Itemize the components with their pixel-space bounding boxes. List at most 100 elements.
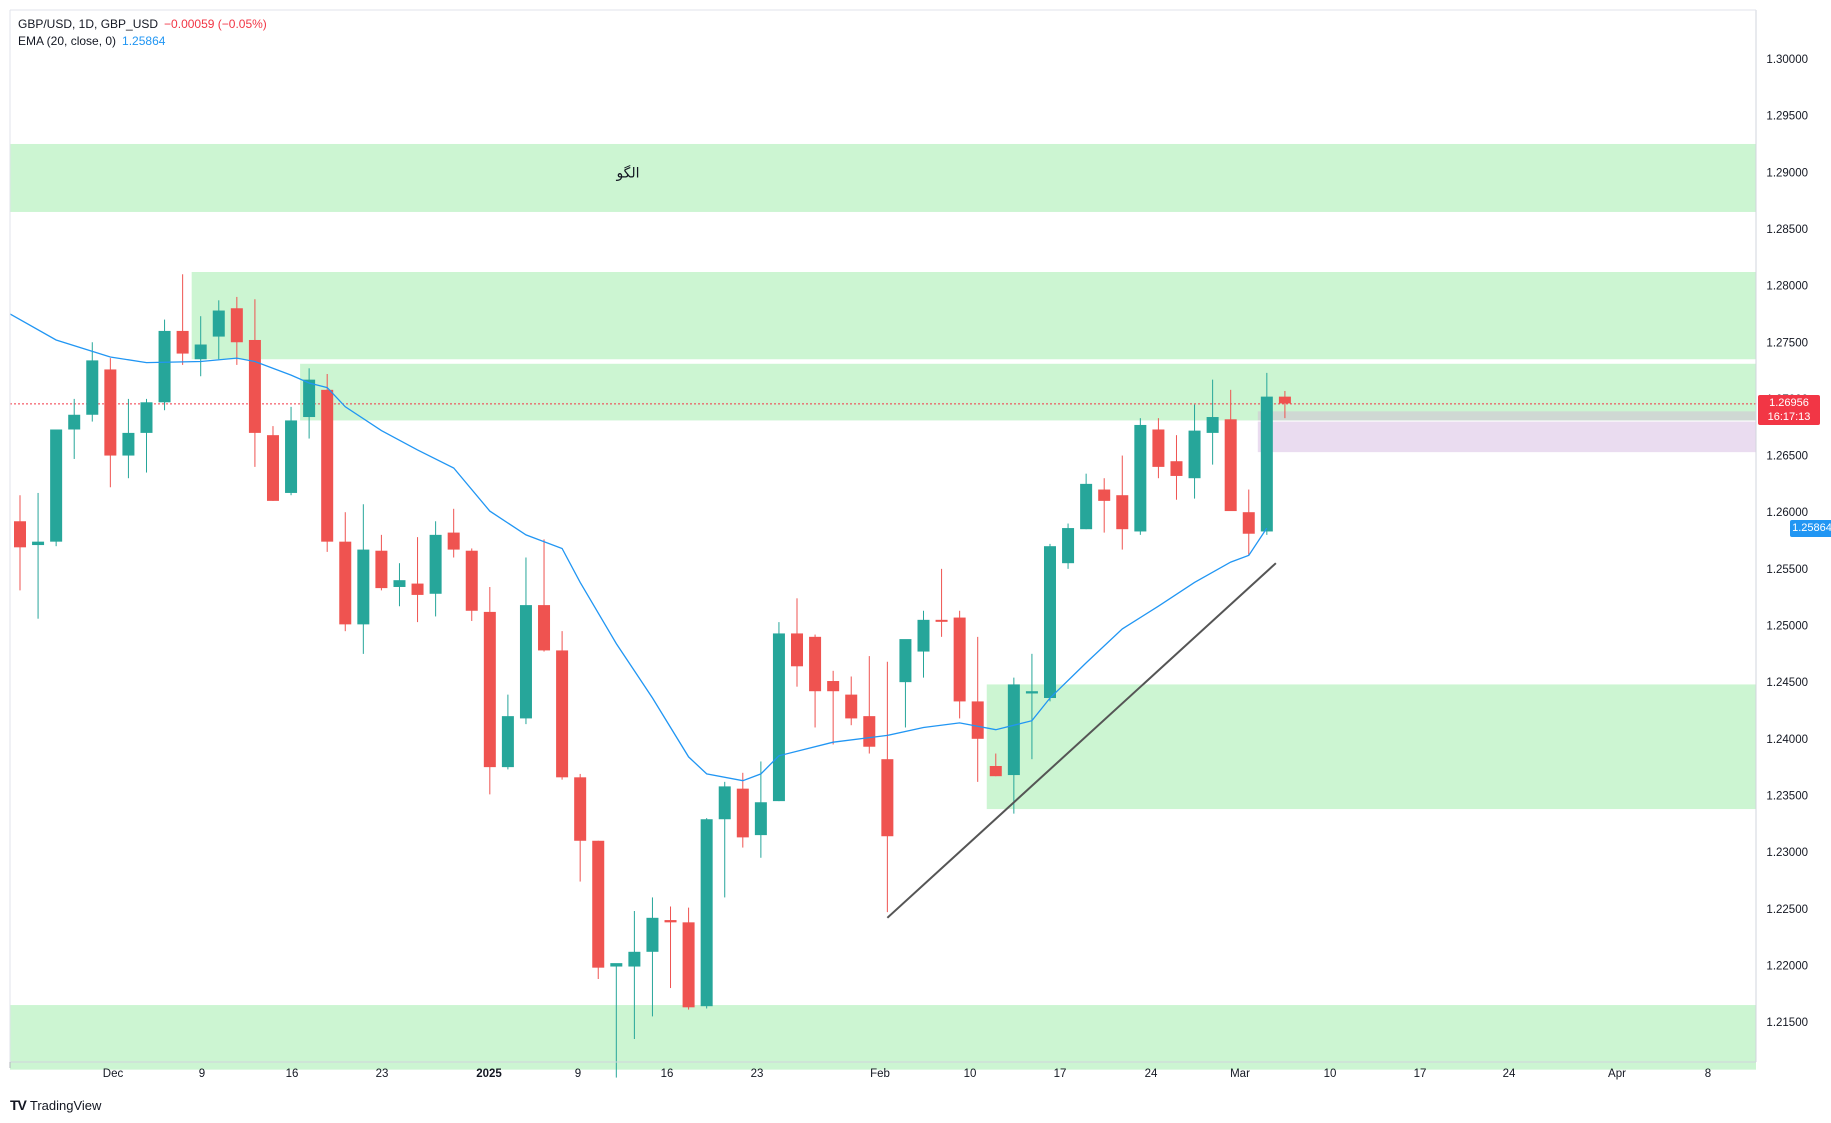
candle-down[interactable] (14, 495, 26, 591)
candle-down[interactable] (574, 773, 587, 882)
candle-up[interactable] (285, 406, 298, 496)
candle-down[interactable] (230, 296, 243, 365)
candle-down[interactable] (1152, 418, 1165, 479)
candle-up[interactable] (393, 563, 406, 607)
candle-up[interactable] (158, 319, 171, 411)
candle-down[interactable] (736, 772, 749, 848)
candle-up[interactable] (86, 342, 99, 422)
candle-up[interactable] (1007, 677, 1020, 814)
candle-down[interactable] (447, 508, 460, 558)
candle-body (664, 920, 677, 923)
candle-body (14, 521, 26, 548)
candle-up[interactable] (1206, 379, 1219, 465)
trendline[interactable] (886, 562, 1277, 919)
zone-rect[interactable] (1257, 421, 1756, 453)
zone-rect[interactable] (10, 143, 1756, 212)
candle-down[interactable] (989, 753, 1002, 777)
symbol-label[interactable]: GBP/USD, 1D, GBP_USD (18, 17, 159, 31)
candle-up[interactable] (32, 492, 45, 619)
candle-up[interactable] (212, 300, 225, 360)
time-tick-label: Feb (870, 1068, 890, 1080)
candle-down[interactable] (845, 676, 858, 726)
candle-up[interactable] (50, 429, 63, 547)
candle-up[interactable] (1080, 473, 1093, 530)
candle-up[interactable] (646, 897, 659, 1017)
candle-body (682, 922, 695, 1008)
candle-up[interactable] (1043, 543, 1056, 702)
zone-rect[interactable] (986, 684, 1756, 810)
candle-down[interactable] (827, 670, 840, 745)
candle-down[interactable] (791, 598, 804, 687)
candle-down[interactable] (1098, 478, 1111, 533)
candles-layer (14, 274, 1291, 1078)
candle-down[interactable] (556, 631, 569, 780)
candle-up[interactable] (194, 316, 207, 377)
time-tick-label: 16 (661, 1068, 674, 1080)
candle-down[interactable] (682, 907, 695, 1010)
candle-up[interactable] (501, 694, 514, 770)
candle-up[interactable] (899, 639, 912, 728)
candle-down[interactable] (1116, 455, 1129, 550)
candle-down[interactable] (592, 840, 605, 979)
candle-up[interactable] (1062, 523, 1075, 569)
candle-down[interactable] (1278, 390, 1291, 419)
candle-down[interactable] (339, 512, 352, 632)
candle-down[interactable] (465, 548, 478, 621)
price-change: −0.00059 (−0.05%) (164, 17, 267, 31)
zone-rect[interactable] (10, 1005, 1756, 1070)
candle-down[interactable] (1224, 389, 1237, 512)
candle-up[interactable] (429, 521, 442, 617)
zone-rect[interactable] (1257, 411, 1756, 421)
candle-up[interactable] (519, 557, 532, 725)
candle-down[interactable] (863, 656, 876, 754)
candle-down[interactable] (483, 586, 496, 795)
candle-up[interactable] (122, 398, 135, 479)
candle-up[interactable] (718, 781, 731, 898)
candle-up[interactable] (1025, 653, 1038, 760)
candle-down[interactable] (971, 636, 984, 782)
time-tick-label: Mar (1230, 1068, 1250, 1080)
candle-up[interactable] (357, 504, 370, 654)
candle-up[interactable] (772, 622, 785, 802)
candle-up[interactable] (610, 963, 623, 1078)
candle-body (628, 951, 641, 967)
candle-up[interactable] (700, 818, 713, 1009)
candle-up[interactable] (303, 368, 316, 439)
candle-up[interactable] (917, 610, 930, 678)
candle-down[interactable] (953, 610, 966, 719)
candle-up[interactable] (140, 398, 153, 473)
candle-down[interactable] (321, 373, 334, 552)
candle-down[interactable] (1242, 489, 1255, 556)
candle-down[interactable] (1170, 435, 1183, 500)
candle-up[interactable] (754, 761, 767, 858)
zone-rect[interactable] (191, 272, 1756, 360)
candle-down[interactable] (809, 634, 822, 728)
candle-down[interactable] (176, 274, 189, 365)
candle-body (519, 605, 532, 719)
candle-body (393, 580, 406, 587)
candle-body (574, 777, 587, 841)
candle-down[interactable] (104, 358, 117, 488)
ema-label[interactable]: EMA (20, close, 0) (18, 34, 117, 48)
candle-down[interactable] (411, 537, 424, 623)
annotation-text[interactable]: الگو (615, 164, 639, 181)
candle-up[interactable] (1134, 418, 1147, 535)
candle-down[interactable] (664, 906, 677, 989)
zone-rect[interactable] (300, 363, 1757, 421)
candle-up[interactable] (68, 398, 81, 459)
candle-down[interactable] (375, 534, 388, 591)
candle-down[interactable] (266, 426, 279, 501)
time-tick-label: 16 (286, 1068, 299, 1080)
candle-body (718, 786, 731, 820)
candle-up[interactable] (1260, 372, 1273, 535)
candle-down[interactable] (538, 539, 551, 652)
candle-up[interactable] (628, 911, 641, 1040)
candle-down[interactable] (881, 661, 894, 913)
candle-down[interactable] (935, 568, 948, 637)
time-axis[interactable]: Dec 9 16 23 2025 9 16 23 Feb 10 17 24 Mar 10 17 24 Apr 8 (9, 1062, 1711, 1080)
tradingview-brand[interactable]: TV TradingView (10, 1097, 101, 1113)
candle-up[interactable] (1188, 404, 1201, 499)
price-axis[interactable]: 1.30000 1.29500 1.29000 1.28500 1.28000 1.275… (1766, 54, 1808, 1029)
candle-body (158, 330, 171, 403)
